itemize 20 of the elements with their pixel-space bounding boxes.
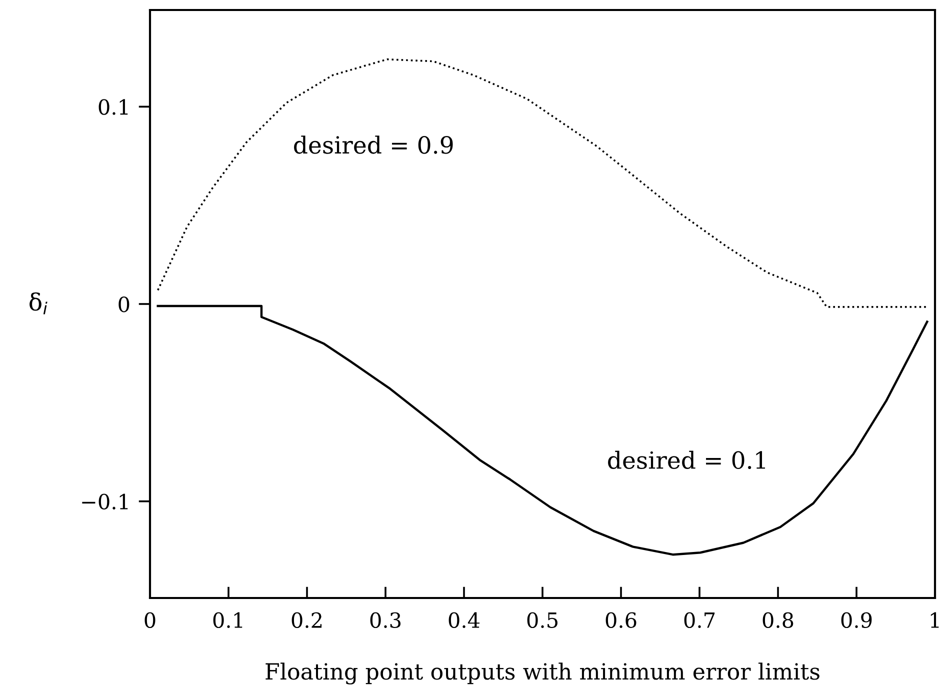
x-tick-label: 0.8 [762, 612, 794, 628]
x-tick-label: 0.2 [292, 612, 322, 628]
x-tick-label: 1 [930, 612, 939, 628]
y-axis-title: δ$_{i}$ [30, 292, 48, 314]
y-tick-label: 0 [118, 296, 130, 312]
line-series [156, 304, 928, 556]
x-axis-title: Floating point outputs with minimum error limits [266, 662, 820, 684]
annotation: desired = 0.9 [294, 136, 453, 154]
x-tick-label: 0 [144, 612, 156, 628]
line-series [156, 58, 928, 308]
x-tick-label: 0.4 [448, 612, 480, 628]
x-tick-label: 0.6 [606, 612, 636, 628]
x-tick-label: 0.3 [370, 612, 401, 628]
y-tick-label: −0.1 [82, 494, 128, 510]
y-tick-label: 0.1 [98, 99, 128, 115]
x-tick-label: 0.9 [841, 612, 872, 628]
x-tick-label: 0.7 [684, 612, 715, 628]
annotation: desired = 0.1 [608, 450, 765, 470]
x-tick-label: 0.1 [213, 612, 242, 628]
x-tick-label: 0.5 [527, 612, 558, 628]
